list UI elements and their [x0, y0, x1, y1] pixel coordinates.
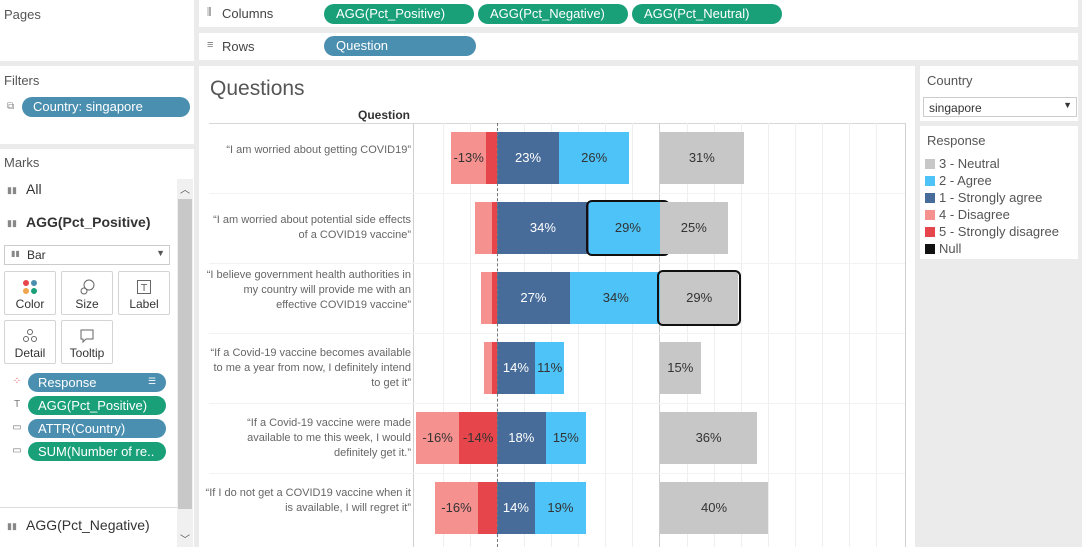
bar-chart-icon: ▮▮	[7, 218, 17, 228]
legend-swatch	[925, 210, 935, 220]
mark-field-number[interactable]: SUM(Number of re..	[28, 442, 166, 461]
tooltip-card-label: Tooltip	[69, 346, 105, 360]
size-card-label: Size	[75, 297, 99, 311]
rows-icon: ≡	[207, 39, 214, 51]
legend-label: 1 - Strongly agree	[939, 190, 1043, 205]
legend-swatch	[925, 227, 935, 237]
country-filter-panel: Country singapore ▼	[920, 66, 1078, 121]
label-card[interactable]: T Label	[118, 271, 170, 315]
legend-item[interactable]: 5 - Strongly disagree	[925, 223, 1059, 240]
color-card[interactable]: Color	[4, 271, 56, 315]
legend-label: 3 - Neutral	[939, 156, 1000, 171]
marks-all-label[interactable]: All	[26, 181, 42, 197]
chevron-down-icon: ▼	[1063, 100, 1072, 110]
bar-icon: ▮▮	[11, 249, 20, 258]
filter-icon: ⧉	[7, 101, 15, 112]
legend-item[interactable]: Null	[925, 240, 961, 257]
legend-swatch	[925, 244, 935, 254]
tooltip-icon: ▭	[12, 422, 22, 433]
legend-item[interactable]: 2 - Agree	[925, 172, 992, 189]
mark-type-value: Bar	[27, 248, 46, 262]
color-dots-icon	[23, 280, 37, 294]
detail-card-label: Detail	[14, 346, 46, 360]
legend-item[interactable]: 3 - Neutral	[925, 155, 1000, 172]
country-dropdown-value: singapore	[929, 101, 982, 115]
color-dots-icon: ⁘	[12, 376, 22, 387]
pages-panel: Pages	[0, 0, 194, 61]
marks-scrollbar[interactable]: ︿ ﹀	[177, 179, 193, 547]
pages-title: Pages	[4, 7, 41, 22]
rows-label: Rows	[222, 39, 255, 54]
detail-icon	[23, 329, 37, 342]
legend-label: 5 - Strongly disagree	[939, 224, 1059, 239]
color-card-label: Color	[15, 297, 45, 311]
mark-field-response[interactable]: Response	[28, 373, 166, 392]
detail-card[interactable]: Detail	[4, 320, 56, 364]
mark-field-pct-positive[interactable]: AGG(Pct_Positive)	[28, 396, 166, 415]
bar-chart-icon: ▮▮	[7, 185, 17, 195]
legend-title: Response	[927, 133, 986, 148]
column-pill-negative[interactable]: AGG(Pct_Negative)	[478, 4, 628, 24]
filter-pill-country[interactable]: Country: singapore	[22, 97, 190, 117]
legend-label: 2 - Agree	[939, 173, 992, 188]
columns-label: Columns	[222, 6, 274, 21]
row-header: Question	[358, 108, 411, 122]
marks-title: Marks	[4, 155, 40, 170]
legend-item[interactable]: 4 - Disagree	[925, 206, 1010, 223]
tooltip-icon	[80, 329, 94, 344]
label-icon: T	[13, 399, 21, 410]
marks-active-label[interactable]: AGG(Pct_Positive)	[26, 214, 151, 230]
viz-panel: Questions Question	[199, 66, 915, 547]
row-pill-question[interactable]: Question	[324, 36, 476, 56]
sort-icon: ☰	[148, 376, 157, 386]
marks-panel: Marks ▮▮ All ▮▮ AGG(Pct_Positive) ︿ ﹀ ▮▮…	[0, 149, 194, 547]
legend-swatch	[925, 193, 935, 203]
legend-swatch	[925, 176, 935, 186]
column-pill-positive[interactable]: AGG(Pct_Positive)	[324, 4, 474, 24]
size-icon	[80, 279, 95, 295]
tooltip-icon: ▭	[12, 445, 22, 456]
viz-title: Questions	[210, 77, 305, 100]
marks-next-divider	[0, 507, 177, 508]
scroll-down-icon[interactable]: ﹀	[180, 535, 190, 546]
legend-label: 4 - Disagree	[939, 207, 1010, 222]
columns-icon: ⫼	[207, 7, 212, 18]
column-pill-neutral[interactable]: AGG(Pct_Neutral)	[632, 4, 782, 24]
legend-swatch	[925, 159, 935, 169]
legend-panel: Response	[920, 126, 1078, 259]
label-icon: T	[137, 280, 151, 294]
country-filter-title: Country	[927, 73, 973, 88]
svg-text:T: T	[140, 283, 148, 294]
country-dropdown[interactable]: singapore ▼	[923, 97, 1077, 117]
size-card[interactable]: Size	[61, 271, 113, 315]
legend-item[interactable]: 1 - Strongly agree	[925, 189, 1042, 206]
chevron-down-icon: ▼	[156, 248, 165, 258]
scroll-thumb[interactable]	[178, 199, 192, 509]
mark-field-country[interactable]: ATTR(Country)	[28, 419, 166, 438]
mark-type-dropdown[interactable]: ▮▮ Bar ▼	[4, 245, 170, 265]
legend-label: Null	[939, 241, 962, 256]
tooltip-card[interactable]: Tooltip	[61, 320, 113, 364]
marks-next-label[interactable]: AGG(Pct_Negative)	[26, 517, 150, 533]
bar-chart-icon: ▮▮	[7, 521, 17, 531]
scroll-up-icon[interactable]: ︿	[180, 185, 190, 196]
filters-title: Filters	[4, 73, 40, 88]
label-card-label: Label	[129, 297, 159, 311]
